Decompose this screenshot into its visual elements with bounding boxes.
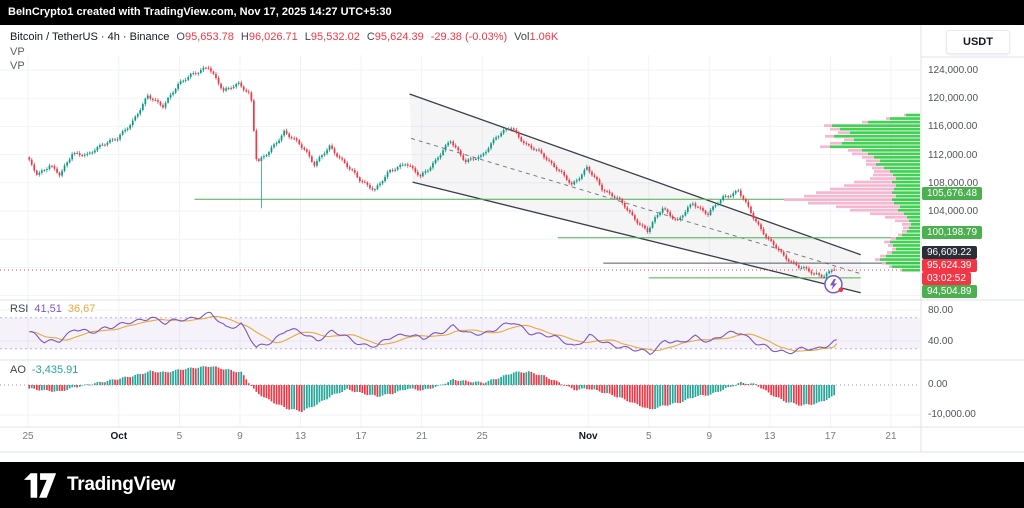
ohlc-high: H96,026.71: [240, 31, 298, 43]
time-axis-label: 25: [22, 431, 34, 442]
time-axis-label: 5: [645, 431, 652, 442]
time-axis-label: 21: [885, 431, 897, 442]
rsi-legend: RSI 41,51 36,67: [10, 303, 95, 315]
price-badge: 100,198.79: [922, 226, 983, 239]
top-banner: BeInCrypto1 created with TradingView.com…: [0, 0, 1024, 25]
ao-value: -3,435.91: [31, 364, 79, 376]
time-axis-label: 13: [764, 431, 776, 442]
time-axis-label: 9: [706, 431, 713, 442]
price-axis-label: 108,000.00: [928, 177, 979, 189]
price-axis-label: 120,000.00: [928, 93, 979, 105]
price-badge: 96,609.22: [922, 246, 977, 259]
rsi-value: 41,51: [34, 303, 62, 315]
price-axis-label: 124,000.00: [928, 65, 979, 76]
ohlc-change: -29.38 (-0.03%): [430, 31, 508, 43]
ao-label[interactable]: AO: [10, 364, 26, 376]
time-axis-label: 17: [355, 431, 367, 442]
price-axis-label: 112,000.00: [928, 149, 978, 161]
tradingview-logo-icon: [24, 472, 57, 498]
top-banner-text: BeInCrypto1 created with TradingView.com…: [8, 6, 392, 18]
time-axis-label: 9: [237, 431, 243, 442]
price-badge: 95,624.39: [922, 259, 977, 272]
vp-indicator-label-2[interactable]: VP: [10, 60, 25, 72]
rsi-axis-label: 40.00: [928, 336, 954, 347]
ohlc-close: C95,624.39: [366, 31, 424, 43]
price-badge: 94,504.89: [922, 285, 977, 298]
ohlc-low: L95,532.02: [304, 31, 360, 43]
rsi-axis-label: 80.00: [928, 305, 954, 316]
ao-axis-label: 0.00: [928, 379, 948, 390]
time-axis-label: 17: [824, 431, 836, 442]
volume-readout: Vol1.06K: [514, 31, 559, 43]
rsi-ma-value: 36,67: [67, 303, 96, 315]
time-axis-label: Nov: [578, 431, 598, 442]
chart-legend: Bitcoin / TetherUS · 4h · Binance O95,65…: [10, 31, 558, 43]
price-axis-label: 104,000.00: [928, 206, 979, 217]
time-axis-label: 13: [294, 431, 307, 442]
price-axis-label: 116,000.00: [928, 121, 978, 133]
ao-axis-label: -10,000.00: [928, 409, 976, 420]
symbol-title[interactable]: Bitcoin / TetherUS · 4h · Binance: [10, 31, 170, 43]
footer-brand-text: TradingView: [67, 474, 176, 495]
ohlc-open: O95,653.78: [176, 31, 234, 43]
currency-button[interactable]: USDT: [946, 30, 1010, 54]
footer-bar: TradingView: [0, 462, 1024, 508]
time-axis-label: 25: [476, 431, 488, 442]
rsi-label[interactable]: RSI: [10, 303, 29, 315]
price-badge: 105,676.48: [922, 187, 983, 200]
time-axis-label: 21: [416, 431, 428, 442]
vp-indicator-label-1[interactable]: VP: [10, 46, 25, 58]
time-axis-label: Oct: [110, 431, 128, 442]
ao-legend: AO -3,435.91: [10, 364, 78, 376]
price-badge: 03:02:52: [922, 272, 971, 285]
time-axis-label: 5: [176, 431, 183, 442]
